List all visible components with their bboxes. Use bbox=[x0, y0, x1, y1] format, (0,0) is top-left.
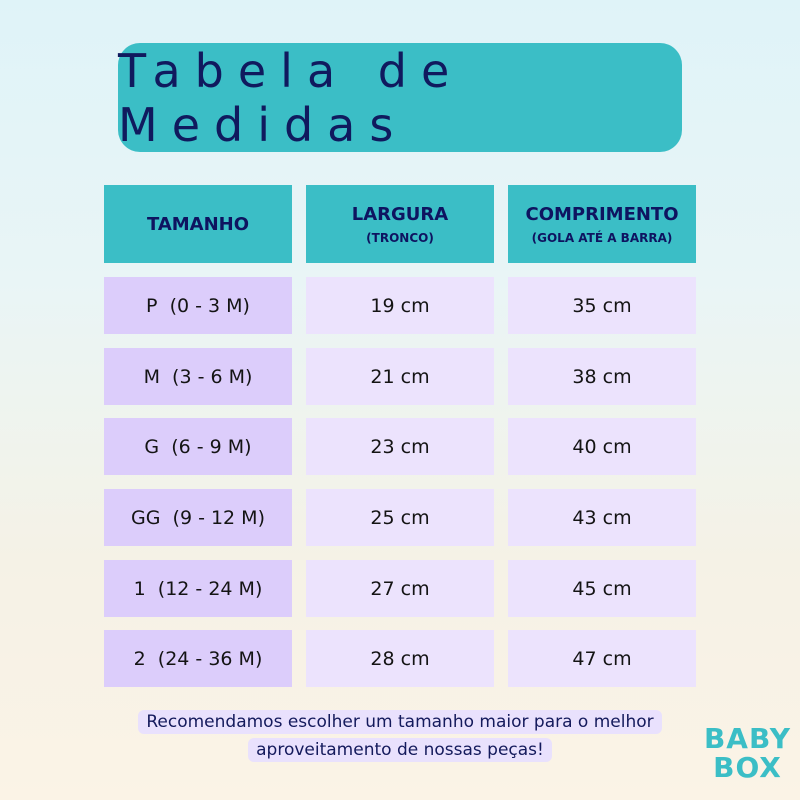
size-cell: G (6 - 9 M) bbox=[104, 418, 292, 475]
width-cell: 23 cm bbox=[306, 418, 494, 475]
header-length: COMPRIMENTO (GOLA ATÉ A BARRA) bbox=[508, 185, 696, 263]
width-cell: 25 cm bbox=[306, 489, 494, 546]
size-cell: 1 (12 - 24 M) bbox=[104, 560, 292, 617]
header-label: COMPRIMENTO bbox=[525, 203, 679, 225]
length-cell: 38 cm bbox=[508, 348, 696, 405]
length-cell: 43 cm bbox=[508, 489, 696, 546]
note-line-1: Recomendamos escolher um tamanho maior p… bbox=[138, 710, 662, 734]
size-cell: GG (9 - 12 M) bbox=[104, 489, 292, 546]
width-cell: 28 cm bbox=[306, 630, 494, 687]
recommendation-note: Recomendamos escolher um tamanho maior p… bbox=[0, 708, 800, 764]
width-cell: 21 cm bbox=[306, 348, 494, 405]
length-cell: 35 cm bbox=[508, 277, 696, 334]
header-label: TAMANHO bbox=[146, 213, 250, 235]
header-sublabel: (TRONCO) bbox=[366, 230, 434, 245]
width-cell: 27 cm bbox=[306, 560, 494, 617]
size-cell: 2 (24 - 36 M) bbox=[104, 630, 292, 687]
header-sublabel: (GOLA ATÉ A BARRA) bbox=[531, 230, 673, 245]
note-line-2: aproveitamento de nossas peças! bbox=[248, 738, 552, 762]
header-size: TAMANHO bbox=[104, 185, 292, 263]
logo-line-1: BABY bbox=[703, 722, 792, 755]
logo-line-2: BOX bbox=[713, 751, 782, 784]
header-label: LARGURA bbox=[351, 203, 449, 225]
length-cell: 40 cm bbox=[508, 418, 696, 475]
size-cell: M (3 - 6 M) bbox=[104, 348, 292, 405]
length-cell: 45 cm bbox=[508, 560, 696, 617]
length-cell: 47 cm bbox=[508, 630, 696, 687]
baby-box-logo: BABY BOX bbox=[700, 724, 795, 782]
width-cell: 19 cm bbox=[306, 277, 494, 334]
size-cell: P (0 - 3 M) bbox=[104, 277, 292, 334]
header-width: LARGURA (TRONCO) bbox=[306, 185, 494, 263]
page-title: Tabela de Medidas bbox=[118, 43, 682, 152]
